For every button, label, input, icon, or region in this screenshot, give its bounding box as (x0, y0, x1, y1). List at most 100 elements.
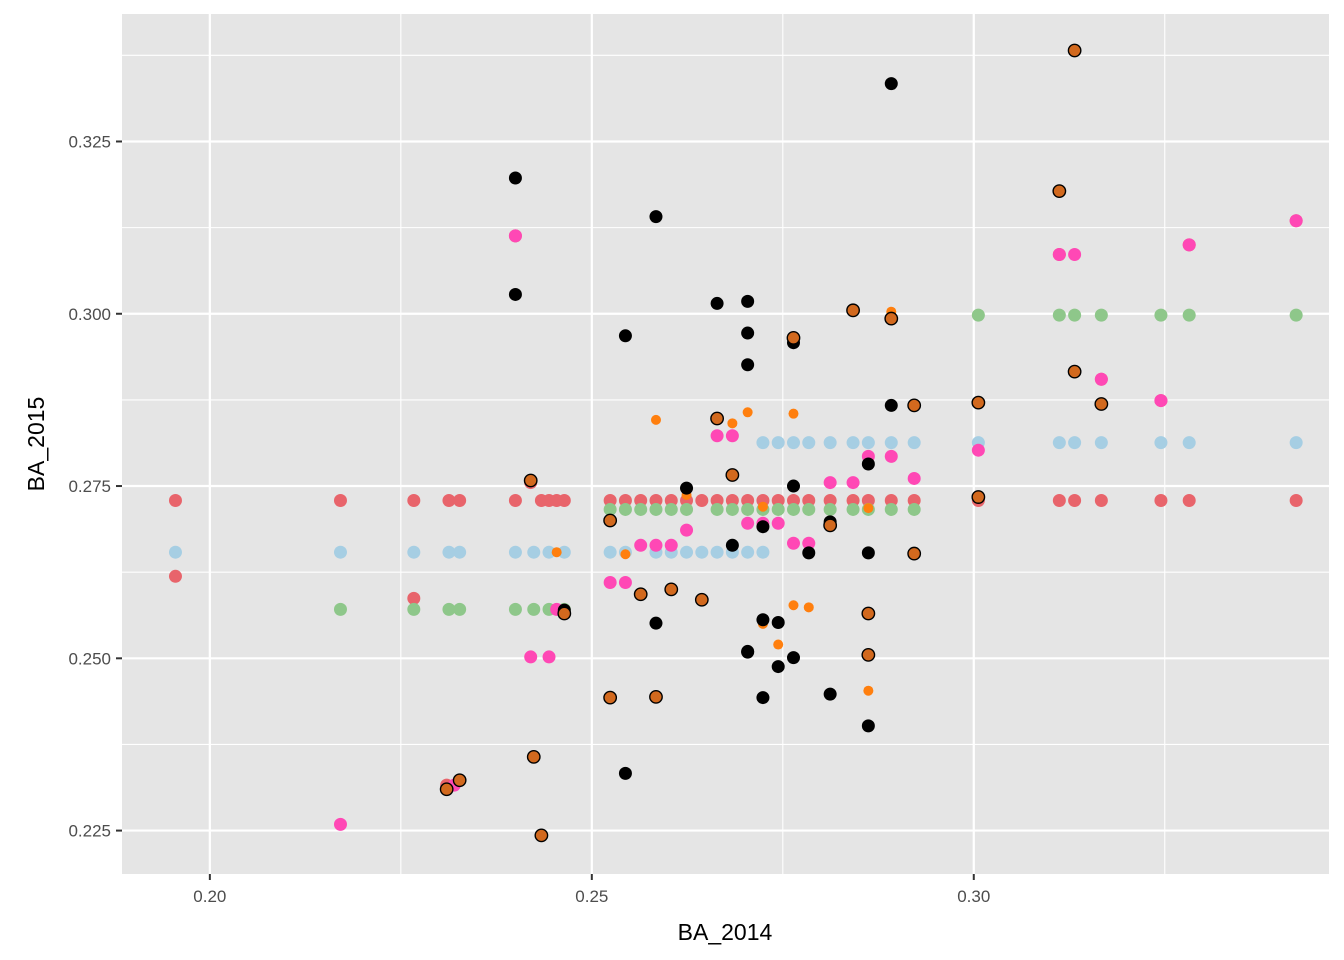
data-point (508, 494, 522, 508)
data-point (846, 494, 860, 508)
data-point (407, 494, 421, 508)
data-point (1094, 397, 1109, 411)
data-point (407, 602, 421, 616)
data-point (526, 749, 541, 764)
data-point (508, 602, 522, 616)
data-point (649, 210, 663, 224)
data-point (786, 494, 800, 508)
data-point (741, 545, 755, 559)
data-point (618, 329, 632, 343)
data-point (664, 582, 679, 597)
data-point (524, 650, 538, 664)
data-point (771, 502, 785, 516)
data-point (823, 502, 837, 516)
data-point (407, 545, 421, 559)
data-point (508, 171, 522, 185)
data-point (710, 494, 724, 508)
y-tick-label: 0.300 (68, 305, 111, 324)
data-point (725, 502, 739, 516)
data-point (1052, 436, 1066, 450)
data-point (846, 476, 860, 490)
data-point (884, 77, 898, 91)
data-point (1094, 372, 1108, 386)
data-point (1052, 308, 1066, 322)
data-point (725, 538, 739, 552)
data-point (907, 471, 921, 485)
data-point (756, 691, 770, 705)
data-point (634, 494, 648, 508)
data-point (884, 449, 898, 463)
data-point (771, 615, 785, 629)
data-point (861, 546, 875, 560)
major-gridlines (122, 14, 1329, 874)
data-point (884, 494, 898, 508)
data-point (771, 516, 785, 530)
data-point (1094, 494, 1108, 508)
data-point (971, 395, 986, 410)
data-point (846, 502, 860, 516)
data-point (168, 569, 182, 583)
data-point (1068, 436, 1082, 450)
x-axis-tick-labels: 0.20 0.25 0.30 (193, 887, 990, 906)
data-point (603, 576, 617, 590)
data-point (971, 443, 985, 457)
data-point (1068, 494, 1082, 508)
axis-ticks (116, 140, 975, 880)
y-axis-title: BA_2015 (23, 397, 49, 492)
data-point (333, 817, 347, 831)
data-point (680, 481, 694, 495)
data-point (802, 436, 816, 450)
data-point (168, 494, 182, 508)
data-point (620, 549, 631, 560)
data-point (618, 494, 632, 508)
plot-panel (122, 14, 1329, 874)
data-point (452, 773, 467, 788)
data-point (1067, 364, 1082, 379)
data-point (861, 719, 875, 733)
data-point (884, 398, 898, 412)
data-point (756, 545, 770, 559)
data-point (741, 294, 755, 308)
data-point (603, 513, 618, 528)
x-tick-label: 0.25 (575, 887, 608, 906)
data-point (1289, 308, 1303, 322)
data-point (333, 494, 347, 508)
data-point (557, 545, 571, 559)
data-point (907, 502, 921, 516)
data-point (551, 547, 562, 558)
x-tick-label: 0.30 (957, 887, 990, 906)
data-point (802, 494, 816, 508)
data-point (442, 602, 456, 616)
data-point (664, 502, 678, 516)
data-point (773, 639, 784, 650)
data-point (786, 536, 800, 550)
data-point (1154, 308, 1168, 322)
data-point (863, 685, 874, 696)
data-point (727, 418, 738, 429)
data-point (634, 502, 648, 516)
data-point (971, 490, 986, 504)
data-point (823, 687, 837, 701)
data-point (1182, 308, 1196, 322)
data-point (1068, 247, 1082, 261)
data-point (861, 606, 876, 621)
data-point (803, 602, 814, 613)
data-point (542, 650, 556, 664)
data-point (557, 606, 572, 621)
data-point (725, 494, 739, 508)
data-point (884, 436, 898, 450)
data-point (508, 545, 522, 559)
data-point (603, 502, 617, 516)
data-point (1289, 436, 1303, 450)
data-point (439, 782, 454, 797)
data-point (907, 546, 922, 561)
data-point (861, 457, 875, 471)
y-tick-label: 0.250 (68, 649, 111, 668)
data-point (884, 311, 899, 326)
data-point (680, 545, 694, 559)
data-point (757, 501, 768, 512)
data-point (333, 545, 347, 559)
data-point (618, 766, 632, 780)
data-point (694, 592, 709, 607)
